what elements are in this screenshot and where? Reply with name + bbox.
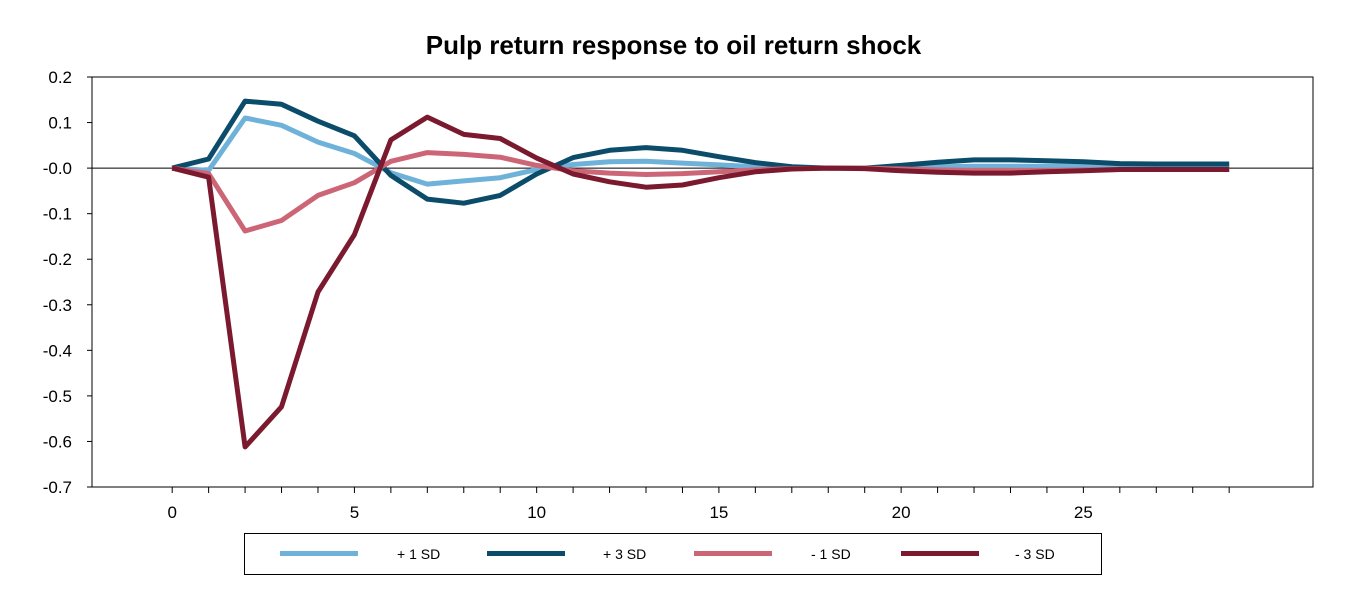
legend-swatch — [901, 551, 979, 556]
series-line — [171, 114, 1230, 450]
y-tick-label: 0.2 — [48, 68, 72, 87]
y-tick-label: -0.3 — [43, 296, 72, 315]
chart-title: Pulp return response to oil return shock — [425, 30, 922, 60]
x-tick-label: 0 — [167, 503, 176, 522]
x-tick-label: 15 — [709, 503, 728, 522]
x-tick-label: 10 — [527, 503, 546, 522]
x-tick-label: 20 — [892, 503, 911, 522]
y-tick-label: -0.0 — [43, 159, 72, 178]
y-tick-label: 0.1 — [48, 114, 72, 133]
legend-label: + 1 SD — [397, 546, 441, 562]
y-tick-label: -0.4 — [43, 341, 72, 360]
legend-label: - 1 SD — [811, 546, 851, 562]
series-line — [171, 98, 1230, 206]
legend-swatch — [280, 551, 358, 556]
y-tick-label: -0.1 — [43, 205, 72, 224]
y-tick-label: -0.7 — [43, 478, 72, 497]
x-tick-label: 25 — [1074, 503, 1093, 522]
legend-label: - 3 SD — [1015, 546, 1055, 562]
y-tick-label: -0.6 — [43, 432, 72, 451]
x-tick-label: 5 — [350, 503, 359, 522]
y-tick-label: -0.5 — [43, 387, 72, 406]
y-tick-label: -0.2 — [43, 250, 72, 269]
legend-swatch — [694, 551, 772, 556]
plot-area — [91, 76, 1314, 488]
series-line — [172, 115, 1230, 187]
legend: + 1 SD + 3 SD - 1 SD - 3 SD — [244, 533, 1102, 575]
legend-swatch — [487, 551, 565, 556]
legend-label: + 3 SD — [603, 546, 647, 562]
